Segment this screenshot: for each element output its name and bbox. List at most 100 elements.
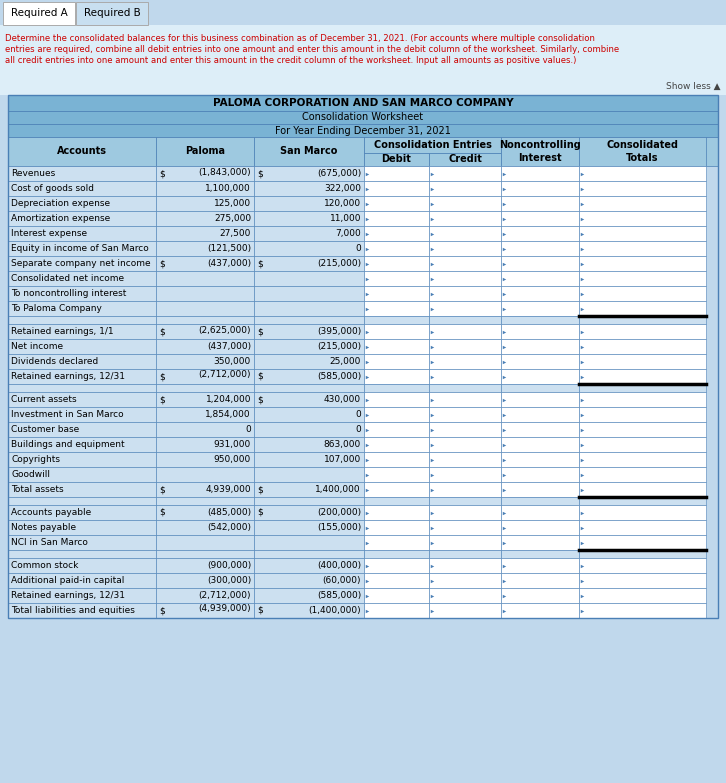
Bar <box>579 324 706 339</box>
Text: (300,000): (300,000) <box>207 576 251 585</box>
Bar <box>156 301 254 316</box>
Bar <box>364 505 429 520</box>
Bar <box>501 316 579 324</box>
Bar <box>8 301 156 316</box>
Text: $: $ <box>257 327 263 336</box>
Text: (200,000): (200,000) <box>317 508 361 517</box>
Bar <box>579 407 706 422</box>
Text: Credit: Credit <box>448 154 482 164</box>
Text: Additional paid-in capital: Additional paid-in capital <box>11 576 124 585</box>
Text: NCI in San Marco: NCI in San Marco <box>11 538 88 547</box>
Bar <box>156 467 254 482</box>
Text: $: $ <box>257 508 263 517</box>
Bar <box>254 437 364 452</box>
Text: $: $ <box>159 169 165 179</box>
Bar <box>156 316 254 324</box>
Bar <box>364 196 429 211</box>
Text: (2,625,000): (2,625,000) <box>198 326 251 334</box>
Text: (1,843,000): (1,843,000) <box>198 168 251 176</box>
Text: Net income: Net income <box>11 342 63 351</box>
Bar <box>254 166 364 181</box>
Text: Investment in San Marco: Investment in San Marco <box>11 410 123 419</box>
Bar <box>579 256 706 271</box>
Text: Amortization expense: Amortization expense <box>11 214 110 223</box>
Text: (485,000): (485,000) <box>207 508 251 517</box>
Bar <box>8 137 718 166</box>
Bar <box>501 452 579 467</box>
Bar <box>8 535 156 550</box>
Bar <box>501 271 579 286</box>
Text: $: $ <box>159 508 165 517</box>
Bar <box>156 196 254 211</box>
Text: (1,400,000): (1,400,000) <box>309 606 361 615</box>
Bar <box>254 271 364 286</box>
Text: Separate company net income: Separate company net income <box>11 259 150 268</box>
Bar <box>429 550 501 558</box>
Bar <box>501 588 579 603</box>
Bar <box>364 603 429 618</box>
Bar <box>364 407 429 422</box>
Bar <box>429 520 501 535</box>
Text: Interest expense: Interest expense <box>11 229 87 238</box>
Bar <box>364 558 429 573</box>
Bar <box>254 211 364 226</box>
Text: Depreciation expense: Depreciation expense <box>11 199 110 208</box>
Bar <box>254 588 364 603</box>
Bar <box>579 211 706 226</box>
Text: Notes payable: Notes payable <box>11 523 76 532</box>
Text: Debit: Debit <box>382 154 412 164</box>
Bar <box>579 226 706 241</box>
Bar <box>8 316 156 324</box>
Text: (400,000): (400,000) <box>317 561 361 570</box>
Text: 0: 0 <box>245 425 251 434</box>
Bar <box>501 422 579 437</box>
Bar <box>254 286 364 301</box>
Bar <box>579 588 706 603</box>
Bar <box>8 95 718 111</box>
Text: Total liabilities and equities: Total liabilities and equities <box>11 606 135 615</box>
Bar <box>364 482 429 497</box>
Bar <box>429 369 501 384</box>
Bar <box>8 124 718 137</box>
Text: $: $ <box>257 395 263 404</box>
Text: $: $ <box>159 485 165 494</box>
Text: all credit entries into one amount and enter this amount in the credit column of: all credit entries into one amount and e… <box>5 56 576 65</box>
Bar <box>8 392 156 407</box>
Bar <box>156 241 254 256</box>
Bar <box>429 558 501 573</box>
Bar <box>254 505 364 520</box>
Bar <box>8 482 156 497</box>
Text: Accounts payable: Accounts payable <box>11 508 91 517</box>
Bar <box>8 452 156 467</box>
Bar <box>501 505 579 520</box>
Bar <box>579 437 706 452</box>
Text: Accounts: Accounts <box>57 146 107 157</box>
Text: Customer base: Customer base <box>11 425 79 434</box>
Bar <box>156 437 254 452</box>
Text: Dividends declared: Dividends declared <box>11 357 98 366</box>
Text: Determine the consolidated balances for this business combination as of December: Determine the consolidated balances for … <box>5 34 595 43</box>
Bar <box>254 482 364 497</box>
Bar <box>429 241 501 256</box>
Bar <box>579 369 706 384</box>
Bar <box>501 535 579 550</box>
Bar <box>8 271 156 286</box>
Text: Equity in income of San Marco: Equity in income of San Marco <box>11 244 149 253</box>
Bar <box>254 181 364 196</box>
Bar <box>254 354 364 369</box>
Bar <box>156 535 254 550</box>
Bar <box>156 384 254 392</box>
Bar <box>156 392 254 407</box>
Text: Consolidated
Totals: Consolidated Totals <box>606 140 679 163</box>
Bar <box>364 286 429 301</box>
Bar <box>579 392 706 407</box>
Bar <box>579 603 706 618</box>
Bar <box>579 482 706 497</box>
Bar <box>579 286 706 301</box>
Bar <box>501 550 579 558</box>
Bar <box>501 369 579 384</box>
Bar <box>254 316 364 324</box>
Text: (395,000): (395,000) <box>317 327 361 336</box>
Bar <box>429 271 501 286</box>
Text: (4,939,000): (4,939,000) <box>198 604 251 614</box>
